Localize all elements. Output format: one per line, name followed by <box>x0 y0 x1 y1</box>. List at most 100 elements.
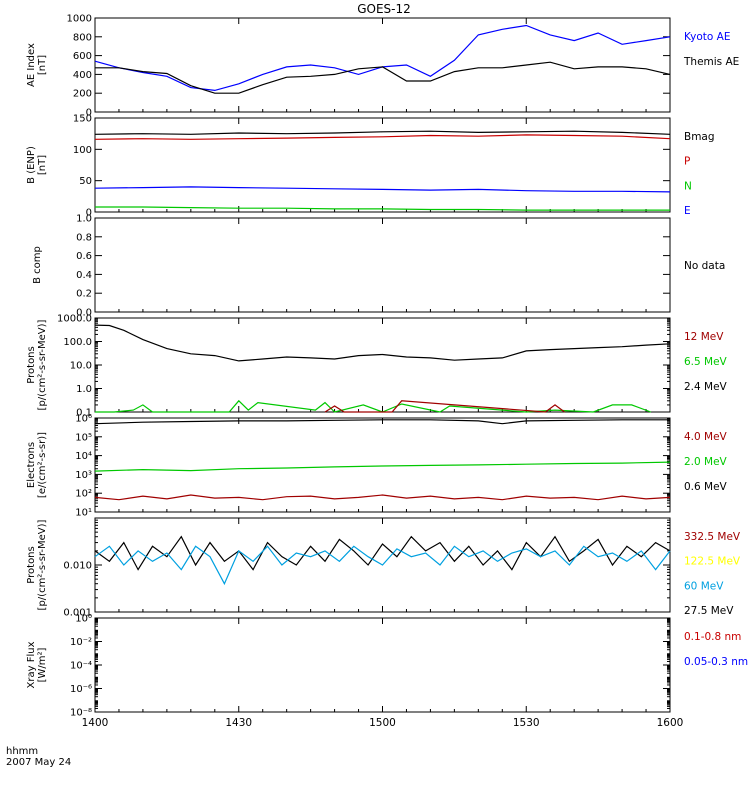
y-tick-label: 10⁻² <box>70 637 92 648</box>
y-axis-title-line: Xray Flux <box>26 641 37 688</box>
x-tick-label: 1400 <box>82 717 109 729</box>
legend-entry: 0.1-0.8 nm <box>684 631 741 643</box>
y-axis-title-line: B comp <box>32 246 43 284</box>
y-tick-label: 10⁻⁴ <box>70 661 92 672</box>
y-tick-label: 10² <box>75 489 92 500</box>
y-tick-label: 50 <box>79 176 92 187</box>
x-tick-label: 1430 <box>225 717 252 729</box>
y-tick-label: 10⁰ <box>75 614 92 625</box>
x-tick-label: 1600 <box>657 717 684 729</box>
y-tick-label: 1.0 <box>76 384 92 395</box>
legend-entry: No data <box>684 260 725 272</box>
y-tick-label: 10⁻⁶ <box>70 684 92 695</box>
legend-entry: Themis AE <box>683 56 739 68</box>
series-line-2-0-mev <box>94 461 671 472</box>
y-tick-label: 10⁵ <box>75 432 92 443</box>
panel-b: 0 50 100 150 B (ENP)[nT] Bmag PN E <box>26 114 715 219</box>
panel-protons2: 0.001 0.010 Protons[p/(cm²-s-sr-MeV)] 332.5… <box>26 517 741 619</box>
y-tick-label: 10³ <box>75 470 92 481</box>
y-axis-title-line: Electrons <box>26 442 37 488</box>
y-tick-label: 10⁻⁸ <box>70 708 92 719</box>
y-axis-title-line: [nT] <box>37 155 48 175</box>
panel-frame-bcomp <box>94 217 671 313</box>
series-line-e <box>94 186 671 193</box>
series-line-2-4-mev <box>94 324 671 362</box>
legend-entry: Kyoto AE <box>684 31 730 43</box>
y-tick-label: 10⁴ <box>75 451 92 462</box>
y-tick-label: 100.0 <box>63 337 92 348</box>
y-tick-label: 100 <box>73 145 92 156</box>
series-line-p <box>94 134 671 140</box>
panel-bcomp: 0.0 0.2 0.4 0.6 0.8 1.0 B comp No data <box>32 214 725 319</box>
legend-entry: 60 MeV <box>684 580 724 592</box>
panel-protons1: 0.1 1.0 10.0 100.0 1000.0 Protons[p/(cm²-s-sr… <box>26 314 728 419</box>
y-axis-title-line: [p/(cm²-s-sr-MeV)] <box>37 319 48 410</box>
legend-entry: 6.5 MeV <box>684 356 728 368</box>
series-line-n <box>95 206 670 211</box>
legend-entry: 0.6 MeV <box>684 481 728 493</box>
y-axis-title-line: AE Index <box>26 43 37 87</box>
y-tick-label: 150 <box>73 114 92 125</box>
y-tick-label: 0.2 <box>76 289 92 300</box>
y-axis-title-line: [nT] <box>37 55 48 75</box>
y-tick-label: 0.8 <box>76 232 92 243</box>
series-line-4-0-mev <box>94 494 671 501</box>
legend-entry: 0.05-0.3 nm <box>684 656 748 668</box>
legend-entry: 332.5 MeV <box>684 531 741 543</box>
y-tick-label: 0.1 <box>76 408 92 419</box>
y-tick-label: 0 <box>86 208 92 219</box>
y-axis-title-line: [p/(cm²-s-sr-MeV)] <box>37 519 48 610</box>
y-axis-title: Protons[p/(cm²-s-sr-MeV)] <box>26 519 48 610</box>
y-tick-label: 0.4 <box>76 270 92 281</box>
y-axis-title-line: [e/(cm²-s-sr)] <box>37 432 48 498</box>
y-axis-title: B (ENP)[nT] <box>26 146 48 184</box>
panel-frame-xray <box>94 617 671 713</box>
y-tick-label: 1000 <box>67 14 92 25</box>
y-tick-label: 0.6 <box>76 251 92 262</box>
legend-entry: 2.0 MeV <box>684 456 728 468</box>
y-axis-title: Xray Flux[W/m²] <box>26 641 48 688</box>
y-tick-label: 10.0 <box>70 361 92 372</box>
panel-xray: 10⁻⁸ 10⁻⁶ 10⁻⁴ 10⁻² 10⁰ Xray Flux[W/m²] 0.1-0.… <box>26 614 748 719</box>
series-line-12-mev <box>324 400 565 413</box>
y-tick-label: 0 <box>86 108 92 119</box>
series-line-bmag <box>94 130 671 135</box>
y-tick-label: 0.010 <box>63 561 92 572</box>
legend-entry: 122.5 MeV <box>684 556 741 568</box>
legend-entry: 12 MeV <box>684 331 724 343</box>
panel-ae: 0 200 400 600 800 1000 AE Index[nT] Kyoto AE The… <box>26 14 739 119</box>
figure-title: GOES-12 <box>357 2 411 16</box>
date-label: 2007 May 24 <box>6 757 71 768</box>
legend-entry: Bmag <box>684 131 715 143</box>
y-axis-title: AE Index[nT] <box>26 43 48 87</box>
y-tick-label: 400 <box>73 70 92 81</box>
series-line-0-6-mev <box>94 419 670 425</box>
y-tick-label: 10⁶ <box>75 414 92 425</box>
panel-frame-protons1 <box>94 317 671 413</box>
y-axis-title-line: [W/m²] <box>37 647 48 682</box>
series-line-60-mev <box>94 545 671 586</box>
legend-entry: E <box>684 205 691 217</box>
legend-entry: 2.4 MeV <box>684 381 728 393</box>
y-tick-label: 800 <box>73 32 92 43</box>
y-axis-title-line: Protons <box>26 346 37 383</box>
y-axis-title-line: Protons <box>26 546 37 583</box>
series-line-6-5-mev <box>95 399 652 413</box>
y-tick-label: 10¹ <box>75 508 92 519</box>
legend-entry: 4.0 MeV <box>684 431 728 443</box>
y-tick-label: 600 <box>73 51 92 62</box>
legend-entry: N <box>684 180 692 192</box>
series-line-themis-ae <box>95 61 671 94</box>
y-axis-title: Protons[p/(cm²-s-sr-MeV)] <box>26 319 48 410</box>
panel-electrons: 10¹ 10² 10³ 10⁴ 10⁵ 10⁶ Electrons[e/(cm²-s-sr)… <box>26 414 728 519</box>
legend-entry: P <box>684 156 690 168</box>
x-tick-label: 1530 <box>513 717 540 729</box>
y-tick-label: 1.0 <box>76 214 92 225</box>
y-tick-label: 0.001 <box>63 608 92 619</box>
y-tick-label: 200 <box>73 89 92 100</box>
y-axis-title: Electrons[e/(cm²-s-sr)] <box>26 432 48 498</box>
x-tick-label: 1500 <box>369 717 396 729</box>
y-tick-label: 1000.0 <box>57 314 92 325</box>
